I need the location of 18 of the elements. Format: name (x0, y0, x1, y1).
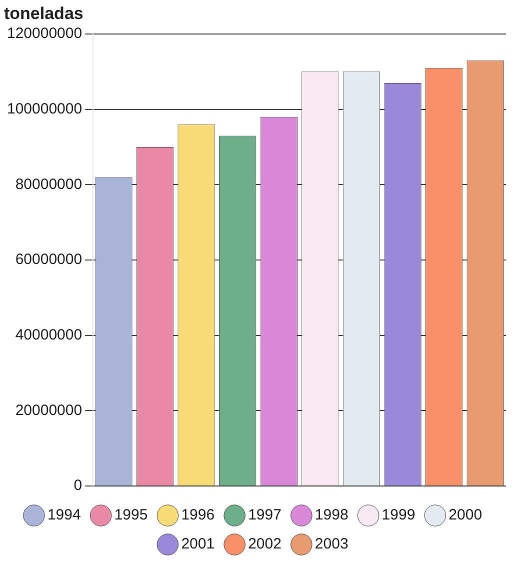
legend-label: 2001 (181, 536, 215, 553)
legend-label: 2002 (248, 536, 282, 553)
legend-label: 1994 (47, 506, 81, 524)
y-tick-label: 20000000 (15, 402, 82, 419)
legend-label: 1995 (114, 506, 148, 524)
y-tick-label: 120000000 (6, 25, 82, 42)
legend-label: 2000 (448, 506, 482, 524)
legend-label: 1999 (382, 506, 416, 524)
legend-label: 1998 (314, 506, 348, 524)
legend-label: 2003 (314, 536, 348, 553)
y-axis-title: toneladas (4, 4, 84, 24)
y-tick-label: 40000000 (15, 326, 82, 344)
y-tick-label: 80000000 (15, 176, 82, 193)
y-tick-label: 60000000 (15, 251, 82, 268)
y-tick-label: 100000000 (6, 100, 82, 118)
y-tick-label: 0 (74, 477, 82, 494)
legend-label: 1997 (248, 506, 282, 524)
legend-label: 1996 (181, 506, 215, 524)
